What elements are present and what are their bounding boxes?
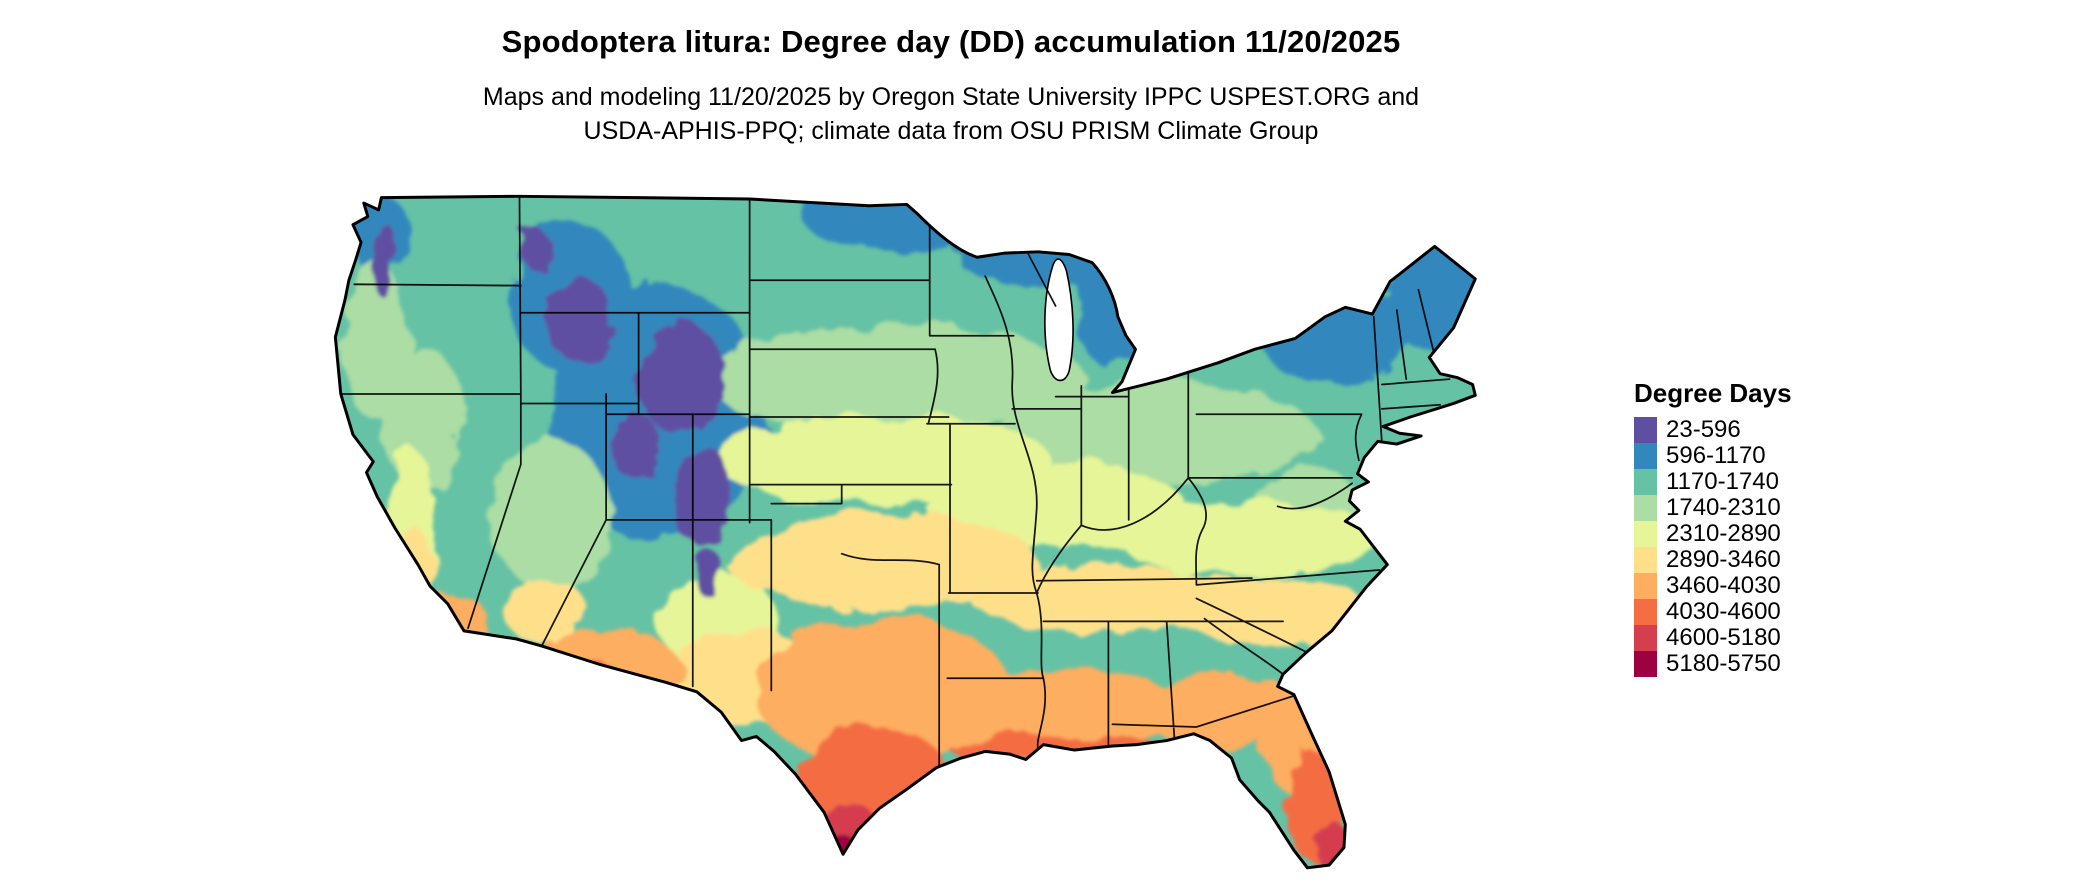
- subtitle-line-2: USDA-APHIS-PPQ; climate data from OSU PR…: [583, 117, 1319, 145]
- legend-entry-label: 4600-5180: [1666, 624, 1781, 651]
- map-title: Spodoptera litura: Degree day (DD) accum…: [501, 24, 1401, 59]
- lake-michigan: [1044, 258, 1074, 382]
- legend-entry-label: 1170-1740: [1666, 468, 1779, 495]
- us-outline: [333, 194, 1477, 870]
- legend-entry: 596-1170: [1634, 442, 1792, 469]
- legend-entry-label: 5180-5750: [1666, 650, 1781, 677]
- legend-color-swatch: [1634, 417, 1657, 443]
- legend-entry-label: 23-596: [1666, 416, 1741, 443]
- map-raster-layer: [335, 196, 1476, 868]
- legend-entry-label: 4030-4600: [1666, 598, 1781, 625]
- legend: Degree Days 23-596 596-1170 1170-1740 1740-…: [1634, 378, 1792, 677]
- sierra-teal-strip: [446, 440, 479, 576]
- state-boundaries: [339, 196, 1451, 769]
- legend-color-swatch: [1634, 547, 1657, 573]
- band-3460-4030: [422, 595, 1330, 792]
- us-map-svg: [333, 194, 1477, 870]
- legend-entry: 23-596: [1634, 416, 1792, 443]
- map-subtitle: Maps and modeling 11/20/2025 by Oregon S…: [0, 80, 1902, 148]
- legend-color-swatch: [1634, 495, 1657, 521]
- legend-entry: 2890-3460: [1634, 546, 1792, 573]
- legend-color-swatch: [1634, 599, 1657, 625]
- legend-color-swatch: [1634, 573, 1657, 599]
- legend-entry-label: 1740-2310: [1666, 494, 1781, 521]
- legend-title: Degree Days: [1634, 378, 1792, 408]
- legend-color-swatch: [1634, 469, 1657, 495]
- subtitle-line-1: Maps and modeling 11/20/2025 by Oregon S…: [482, 83, 1420, 111]
- legend-entry-label: 2890-3460: [1666, 546, 1781, 573]
- legend-entry: 4030-4600: [1634, 598, 1792, 625]
- legend-entry: 3460-4030: [1634, 572, 1792, 599]
- band-2310-2890: [381, 415, 1377, 671]
- legend-entry: 5180-5750: [1634, 650, 1792, 677]
- legend-entry: 1170-1740: [1634, 468, 1792, 495]
- legend-entry: 1740-2310: [1634, 494, 1792, 521]
- legend-entry-label: 2310-2890: [1666, 520, 1781, 547]
- legend-color-swatch: [1634, 443, 1657, 469]
- legend-entry: 4600-5180: [1634, 624, 1792, 651]
- legend-entry-label: 596-1170: [1666, 442, 1766, 469]
- legend-entry-label: 3460-4030: [1666, 572, 1781, 599]
- legend-color-swatch: [1634, 651, 1657, 677]
- legend-color-swatch: [1634, 521, 1657, 547]
- us-degree-day-map: [300, 176, 1600, 880]
- legend-color-swatch: [1634, 625, 1657, 651]
- legend-entry: 2310-2890: [1634, 520, 1792, 547]
- legend-rows: 23-596 596-1170 1170-1740 1740-2310 2310-289…: [1634, 416, 1792, 677]
